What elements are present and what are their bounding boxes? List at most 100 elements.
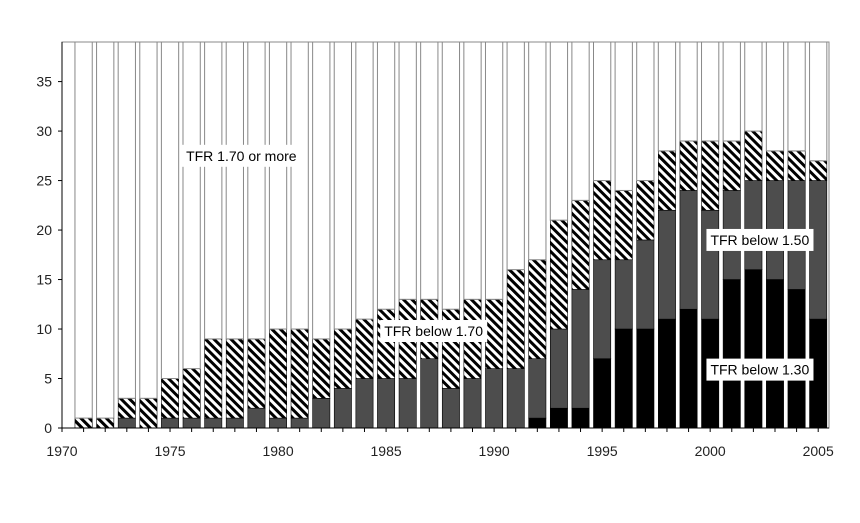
bar-1985-tfr-1-70-or-more — [376, 41, 396, 310]
bar-1993-tfr-below-1-70 — [549, 219, 568, 330]
bar-1991-tfr-1-70-or-more — [506, 41, 525, 271]
bar-1979-tfr-1-70-or-more — [247, 41, 266, 340]
bar-1995-tfr-1-70-or-more — [593, 41, 612, 182]
y-tick-label-20: 20 — [36, 222, 52, 238]
bar-1992-tfr-below-1-70 — [528, 259, 547, 360]
bar-1975-tfr-1-70-or-more — [160, 41, 180, 380]
bar-1993-tfr-below-1-50 — [549, 328, 568, 409]
bar-1992-tfr-1-70-or-more — [528, 41, 547, 261]
bar-1995-tfr-below-1-30 — [593, 358, 612, 429]
bar-1996-tfr-below-1-30 — [614, 328, 633, 429]
x-tick-label-1970: 1970 — [46, 443, 77, 459]
bar-1990-tfr-below-1-50 — [485, 368, 504, 429]
bar-1984-tfr-below-1-70 — [355, 318, 374, 379]
bar-2003-tfr-1-70-or-more — [765, 41, 785, 152]
bar-1985-tfr-below-1-70 — [377, 308, 396, 379]
annotation-tfr-below-1-50: TFR below 1.50 — [706, 228, 814, 251]
bar-1980-tfr-1-70-or-more — [268, 41, 288, 330]
bar-2005-tfr-1-70-or-more — [809, 41, 828, 162]
bar-1992-tfr-below-1-30 — [528, 417, 547, 429]
y-tick-label-35: 35 — [36, 74, 52, 90]
bar-1991-tfr-below-1-50 — [506, 368, 525, 429]
bar-1980-tfr-below-1-50 — [269, 417, 287, 429]
bar-1999-tfr-below-1-50 — [679, 190, 698, 310]
annotation-tfr-1-70-or-more: TFR 1.70 or more — [182, 144, 301, 167]
bar-1981-tfr-below-1-70 — [290, 328, 309, 419]
bar-2004-tfr-below-1-70 — [787, 150, 806, 181]
y-tick-label-15: 15 — [36, 272, 52, 288]
bar-1999-tfr-1-70-or-more — [679, 41, 698, 142]
annotations-group: TFR 1.70 or more TFR below 1.70 TFR below … — [182, 144, 814, 381]
x-tick-label-2005: 2005 — [803, 443, 834, 459]
bar-1986-tfr-below-1-50 — [398, 378, 417, 429]
bar-2005-tfr-below-1-70 — [809, 160, 828, 181]
bar-1995-tfr-below-1-50 — [593, 259, 612, 360]
bar-1981-tfr-1-70-or-more — [290, 41, 309, 330]
bar-1976-tfr-1-70-or-more — [182, 41, 201, 370]
bar-1984-tfr-1-70-or-more — [355, 41, 374, 320]
bar-1974-tfr-1-70-or-more — [139, 41, 158, 399]
bar-2003-tfr-below-1-70 — [766, 150, 784, 181]
bar-1975-tfr-below-1-50 — [161, 417, 179, 429]
bar-2000-tfr-below-1-70 — [701, 140, 720, 211]
bar-1998-tfr-below-1-50 — [658, 209, 676, 320]
bar-2002-tfr-below-1-30 — [744, 269, 763, 429]
bar-1975-tfr-below-1-70 — [161, 378, 179, 419]
bar-1991-tfr-below-1-70 — [506, 269, 525, 369]
bar-1987-tfr-1-70-or-more — [420, 41, 439, 300]
annotation-tfr-below-1-70: TFR below 1.70 — [380, 320, 488, 343]
bar-1992-tfr-below-1-50 — [528, 358, 547, 419]
bar-1973-tfr-below-1-50 — [117, 417, 136, 429]
bar-1993-tfr-below-1-30 — [549, 407, 568, 429]
annotation-box-tfr-1-70-or-more — [182, 144, 301, 167]
annotation-label-tfr-below-1-70: TFR below 1.70 — [384, 323, 483, 339]
bar-1978-tfr-1-70-or-more — [225, 41, 244, 340]
bar-1979-tfr-below-1-50 — [247, 407, 266, 429]
bar-1979-tfr-below-1-70 — [247, 338, 266, 409]
bar-2000-tfr-1-70-or-more — [701, 41, 720, 142]
bar-1990-tfr-below-1-70 — [485, 299, 504, 369]
bar-1977-tfr-below-1-50 — [204, 417, 223, 429]
bar-1994-tfr-below-1-70 — [571, 200, 590, 290]
bar-1994-tfr-below-1-50 — [571, 289, 590, 409]
bar-1976-tfr-below-1-70 — [182, 368, 201, 419]
bar-1996-tfr-below-1-50 — [614, 259, 633, 330]
bar-1984-tfr-below-1-50 — [355, 378, 374, 429]
bar-1971-tfr-1-70-or-more — [74, 41, 93, 419]
bar-1972-tfr-below-1-70 — [96, 417, 115, 429]
bar-2002-tfr-below-1-70 — [744, 130, 763, 181]
bar-1971-tfr-below-1-70 — [74, 417, 93, 429]
bar-2000-tfr-below-1-50 — [701, 209, 720, 320]
x-tick-label-2000: 2000 — [695, 443, 726, 459]
bar-1972-tfr-1-70-or-more — [96, 41, 115, 419]
bar-1982-tfr-1-70-or-more — [312, 41, 331, 340]
x-tick-label-1990: 1990 — [479, 443, 510, 459]
bar-1983-tfr-below-1-50 — [333, 388, 352, 429]
bar-1994-tfr-1-70-or-more — [571, 41, 590, 201]
bar-1981-tfr-below-1-50 — [290, 417, 309, 429]
bar-1982-tfr-below-1-70 — [312, 338, 331, 399]
bar-2002-tfr-below-1-50 — [744, 180, 763, 270]
bar-1990-tfr-1-70-or-more — [484, 41, 504, 300]
bar-1983-tfr-1-70-or-more — [333, 41, 353, 330]
x-tick-label-1980: 1980 — [262, 443, 293, 459]
bar-1995-tfr-below-1-70 — [593, 180, 612, 261]
bar-2001-tfr-below-1-70 — [722, 140, 741, 191]
bar-1997-tfr-below-1-30 — [636, 328, 655, 429]
annotation-box-tfr-below-1-70 — [380, 320, 488, 343]
bar-1989-tfr-below-1-50 — [463, 378, 482, 429]
bar-1999-tfr-below-1-30 — [679, 308, 698, 429]
annotation-label-tfr-below-1-50: TFR below 1.50 — [710, 232, 809, 248]
y-tick-label-30: 30 — [36, 123, 52, 139]
bar-1997-tfr-below-1-50 — [636, 239, 655, 330]
bar-1996-tfr-below-1-70 — [614, 190, 633, 261]
bar-1993-tfr-1-70-or-more — [549, 41, 569, 221]
bar-2004-tfr-1-70-or-more — [787, 41, 806, 152]
bar-1982-tfr-below-1-50 — [312, 398, 331, 429]
bar-1997-tfr-below-1-70 — [636, 180, 655, 241]
bar-1978-tfr-below-1-50 — [225, 417, 244, 429]
bar-1974-tfr-below-1-70 — [139, 398, 158, 429]
bar-1985-tfr-below-1-50 — [377, 378, 396, 429]
bar-1980-tfr-below-1-70 — [269, 328, 287, 419]
